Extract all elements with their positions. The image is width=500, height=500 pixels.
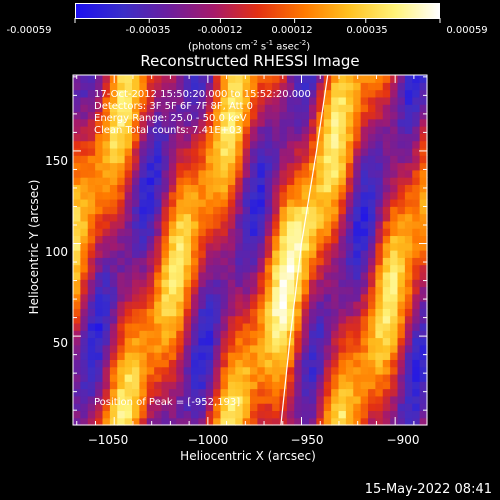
plot-frame bbox=[72, 74, 428, 426]
footer-timestamp: 15-May-2022 08:41 bbox=[364, 482, 492, 497]
solar-limb-line bbox=[280, 74, 329, 426]
annotation-peak-position: Position of Peak = [-952,193] bbox=[94, 397, 241, 408]
annotation-detectors: Detectors: 3F 5F 6F 7F 8F, Att 0 bbox=[94, 101, 254, 112]
x-tick-label: −1050 bbox=[87, 433, 129, 447]
x-tick-label: −1000 bbox=[187, 433, 229, 447]
colorbar-ticks bbox=[74, 18, 441, 23]
colorbar-tick-label: 0.00012 bbox=[271, 25, 313, 36]
colorbar bbox=[75, 3, 440, 19]
annotation-energy-range: Energy Range: 25.0 - 50.0 keV bbox=[94, 113, 247, 124]
y-tick-label: 150 bbox=[45, 154, 68, 168]
y-tick-label: 50 bbox=[52, 336, 68, 350]
y-tick-label: 100 bbox=[45, 245, 68, 259]
y-axis-title: Heliocentric Y (arcsec) bbox=[27, 179, 41, 315]
annotation-counts: Clean Total counts: 7.41E+03 bbox=[94, 125, 242, 136]
x-axis-title: Heliocentric X (arcsec) bbox=[180, 449, 316, 463]
chart-title: Reconstructed RHESSI Image bbox=[140, 52, 360, 70]
colorbar-units: (photons cm-2 s-1 asec-2) bbox=[188, 39, 311, 53]
heatmap-cells bbox=[73, 75, 428, 426]
annotation-time-range: 17-Oct-2012 15:50:20.000 to 15:52:20.000 bbox=[94, 89, 311, 100]
x-tick-label: −900 bbox=[386, 433, 420, 447]
colorbar-tick-label: 0.00059 bbox=[446, 25, 488, 36]
colorbar-tick-label: -0.00012 bbox=[197, 25, 243, 36]
colorbar-tick-label: -0.00059 bbox=[6, 25, 52, 36]
x-tick-label: −950 bbox=[290, 433, 324, 447]
colorbar-tick-label: -0.00035 bbox=[125, 25, 171, 36]
colorbar-tick-label: 0.00035 bbox=[346, 25, 388, 36]
